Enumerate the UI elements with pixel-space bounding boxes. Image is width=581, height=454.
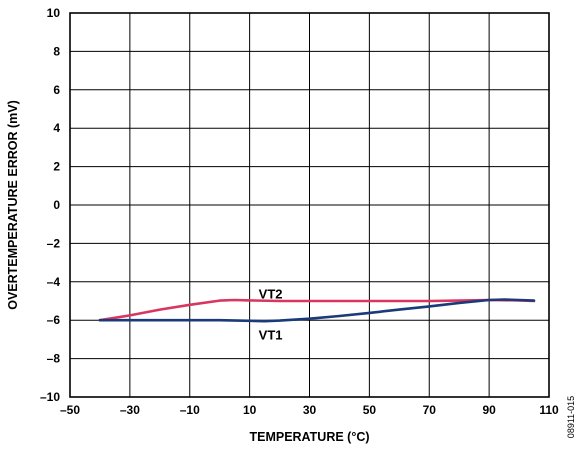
y-tick-label: 8 (53, 44, 60, 58)
x-tick-label: 90 (482, 403, 496, 417)
y-tick-label: –2 (47, 236, 61, 250)
y-tick-label: 0 (53, 198, 60, 212)
series-labels: VT2 VT1 (259, 286, 283, 342)
series-group (98, 298, 536, 323)
x-axis-title: TEMPERATURE (°C) (249, 430, 369, 444)
y-tick-label: –8 (47, 352, 61, 366)
x-tick-label: –30 (120, 403, 140, 417)
y-axis-title: OVERTEMPERATURE ERROR (mV) (6, 100, 20, 310)
x-tick-label: 50 (363, 403, 377, 417)
grid (69, 12, 550, 398)
x-axis-ticks: –50 –30 –10 10 30 50 70 90 110 (60, 403, 559, 417)
y-tick-label: –10 (40, 390, 60, 404)
x-tick-label: 110 (539, 403, 559, 417)
series-label-vt1: VT1 (259, 328, 283, 343)
figure-id: 08911-015 (566, 396, 576, 438)
y-tick-label: –4 (47, 275, 61, 289)
x-tick-label: –50 (60, 403, 80, 417)
x-tick-label: 10 (243, 403, 257, 417)
series-line-vt1 (98, 298, 536, 323)
y-tick-label: 6 (53, 83, 60, 97)
y-tick-label: 10 (47, 6, 61, 20)
series-label-vt2: VT2 (259, 286, 283, 301)
y-tick-label: –6 (47, 313, 61, 327)
series-line-vt2 (98, 298, 536, 322)
y-tick-label: 2 (53, 160, 60, 174)
plot-frame (69, 12, 550, 398)
y-axis-ticks: –10 –8 –6 –4 –2 0 2 4 6 8 10 (40, 6, 60, 404)
x-tick-label: 30 (303, 403, 317, 417)
x-tick-label: –10 (180, 403, 200, 417)
x-tick-label: 70 (423, 403, 437, 417)
y-tick-label: 4 (53, 121, 60, 135)
